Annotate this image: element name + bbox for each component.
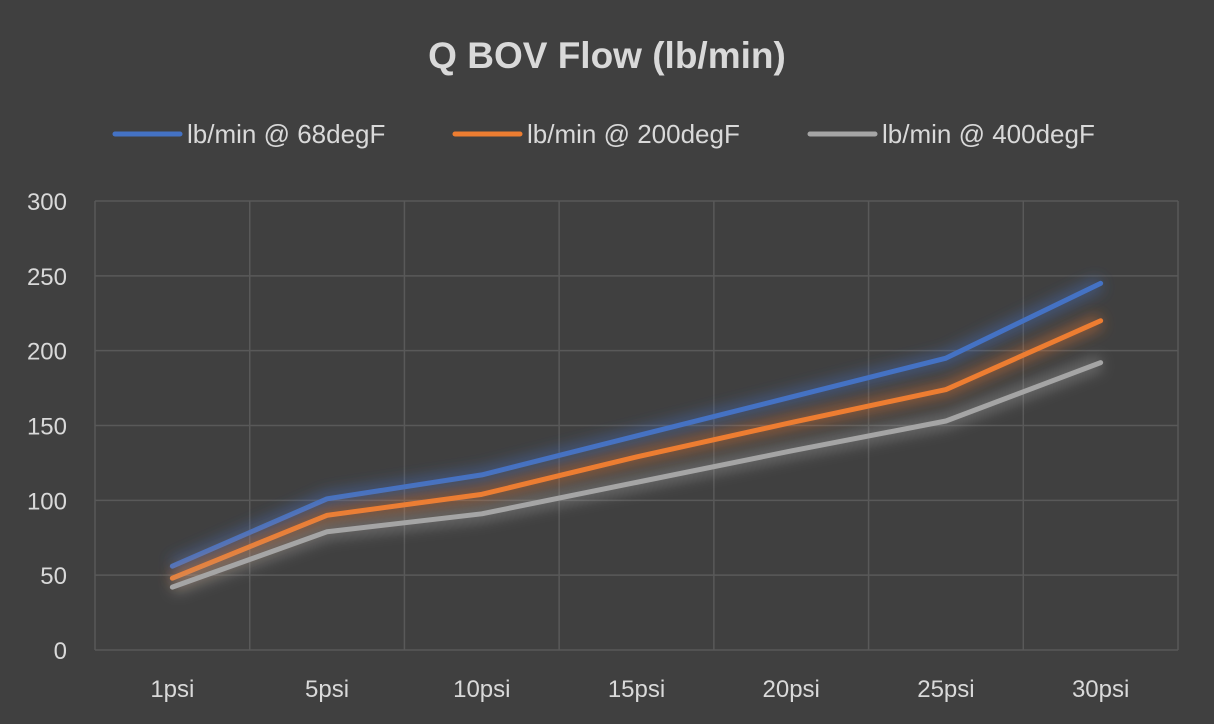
legend-label: lb/min @ 400degF [882,119,1095,149]
x-tick-label: 10psi [453,676,510,703]
legend-label: lb/min @ 68degF [187,119,385,149]
x-tick-label: 20psi [763,676,820,703]
x-tick-label: 25psi [917,676,974,703]
gridlines [94,200,1179,651]
y-tick-label: 300 [27,189,67,216]
x-tick-label: 5psi [305,676,349,703]
chart-title: Q BOV Flow (lb/min) [428,35,786,76]
x-tick-label: 30psi [1072,676,1129,703]
series-line [169,360,1104,590]
x-tick-label: 1psi [150,676,194,703]
y-tick-label: 0 [54,638,67,665]
x-tick-label: 15psi [608,676,665,703]
y-axis: 0 50 100 150 200 250 300 [27,189,67,665]
y-tick-label: 100 [27,488,67,515]
y-tick-label: 250 [27,264,67,291]
x-axis: 1psi 5psi 10psi 15psi 20psi 25psi 30psi [150,676,1129,703]
legend: lb/min @ 68degF lb/min @ 200degF lb/min @ … [112,119,1095,149]
y-tick-label: 50 [40,563,67,590]
series-lines [169,277,1104,594]
legend-label: lb/min @ 200degF [527,119,740,149]
series-glow [169,356,1104,594]
y-tick-label: 200 [27,339,67,366]
y-tick-label: 150 [27,414,67,441]
